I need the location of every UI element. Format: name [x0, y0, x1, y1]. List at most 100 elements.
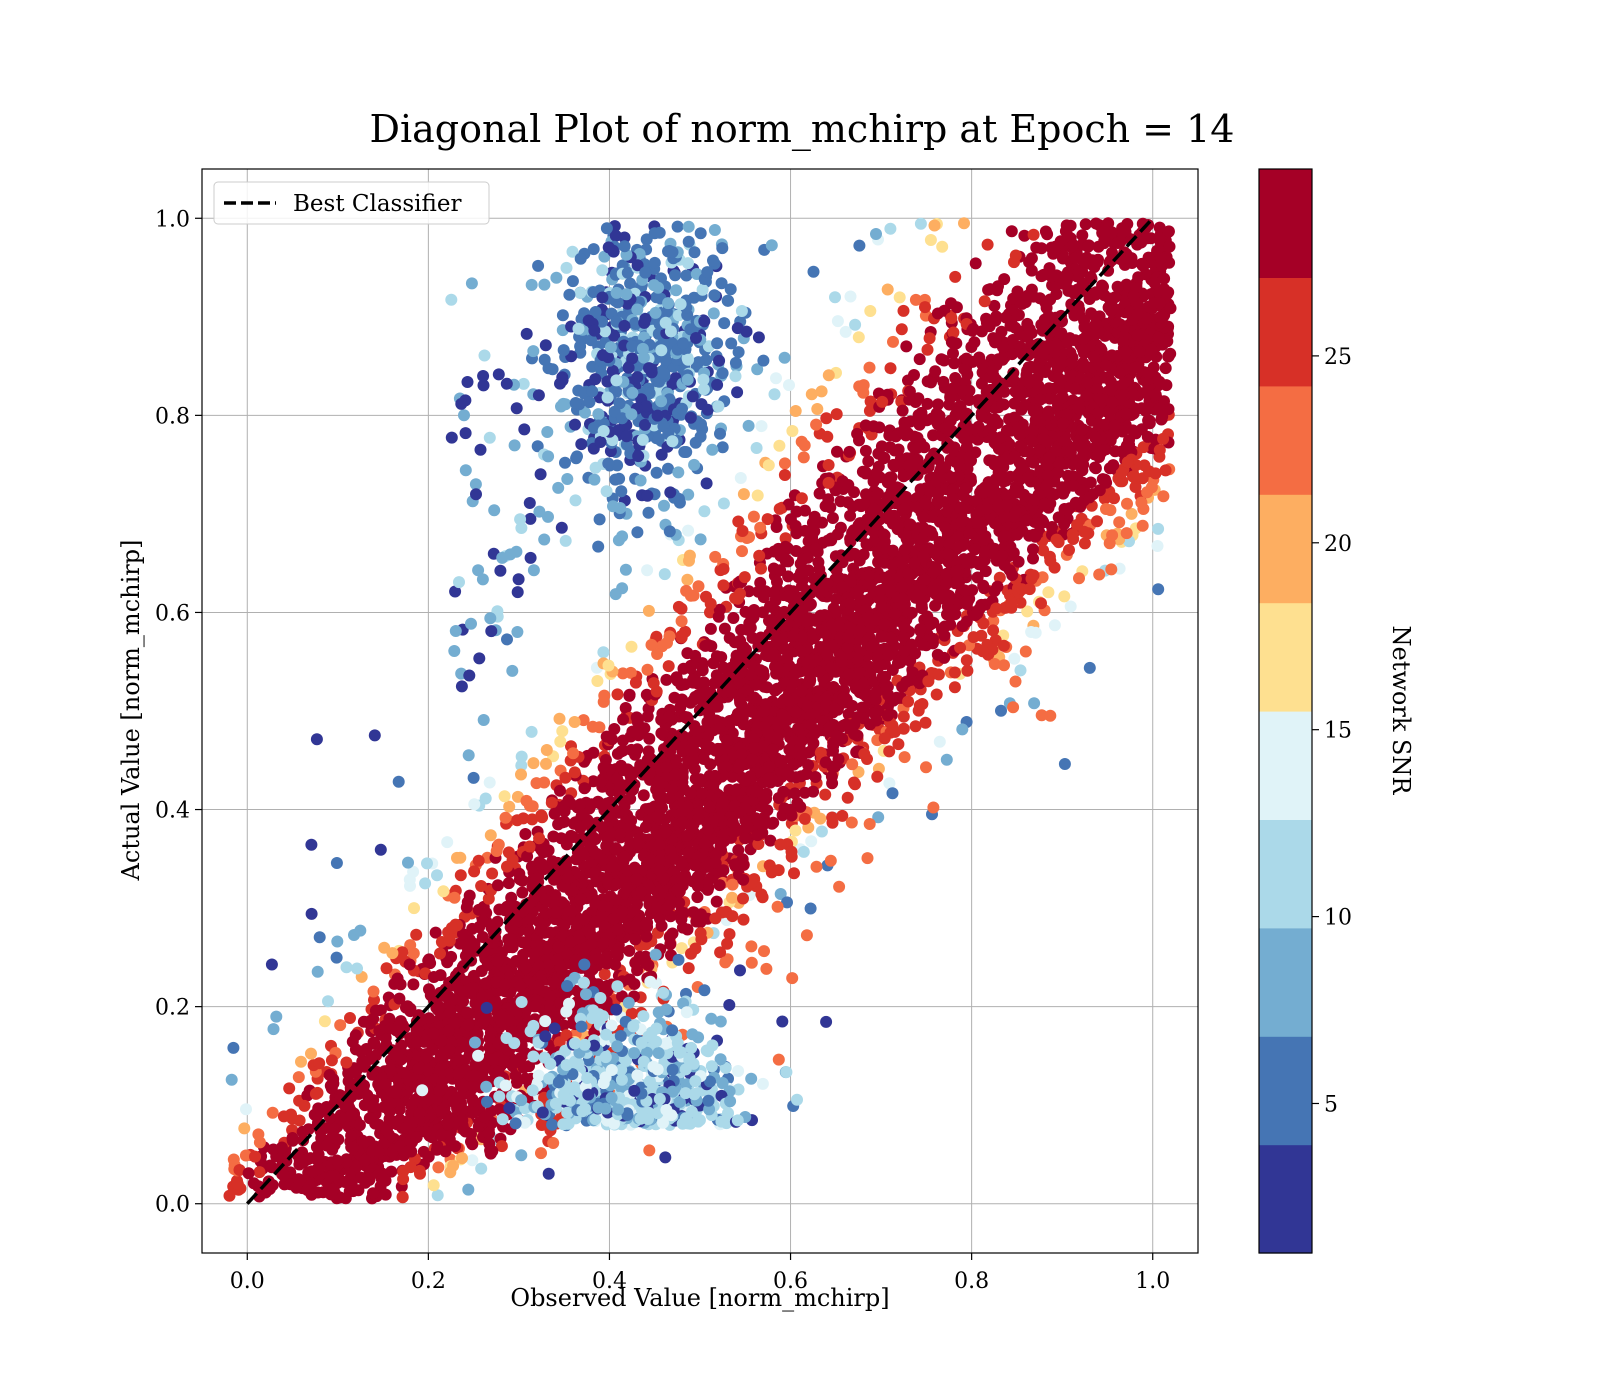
scatter-point	[926, 412, 939, 425]
scatter-point	[298, 1099, 311, 1112]
scatter-point	[431, 1189, 444, 1202]
scatter-point	[988, 458, 1001, 471]
scatter-point	[486, 867, 499, 880]
scatter-point	[490, 845, 503, 857]
scatter-point	[810, 418, 823, 431]
scatter-point	[312, 1102, 325, 1115]
scatter-point	[368, 1037, 381, 1050]
scatter-point	[477, 714, 490, 726]
scatter-point	[325, 1054, 338, 1067]
scatter-point	[651, 810, 664, 823]
scatter-point	[1008, 652, 1021, 665]
scatter-point	[958, 363, 971, 376]
scatter-point	[682, 488, 695, 501]
scatter-point	[900, 340, 913, 353]
scatter-point	[1054, 235, 1067, 248]
scatter-point	[1148, 276, 1161, 289]
scatter-point	[312, 1186, 324, 1199]
scatter-point	[1021, 605, 1034, 618]
scatter-point	[624, 792, 637, 805]
scatter-point	[602, 659, 615, 672]
scatter-point	[981, 238, 994, 251]
scatter-point	[1076, 229, 1089, 242]
scatter-point	[921, 397, 934, 410]
scatter-point	[960, 654, 973, 667]
scatter-point	[689, 649, 702, 662]
scatter-point	[349, 1029, 362, 1042]
scatter-point	[887, 335, 899, 348]
scatter-point	[859, 444, 872, 457]
scatter-point	[694, 773, 707, 786]
scatter-point	[1028, 697, 1041, 710]
scatter-point	[662, 660, 675, 673]
scatter-point	[969, 257, 982, 270]
scatter-point	[394, 978, 407, 991]
scatter-point	[384, 1022, 397, 1035]
scatter-point	[502, 846, 515, 859]
scatter-point	[913, 353, 926, 366]
scatter-point	[410, 928, 423, 941]
scatter-point	[709, 550, 722, 563]
scatter-point	[631, 743, 644, 756]
scatter-point	[1152, 583, 1165, 596]
scatter-point	[946, 492, 959, 505]
scatter-point	[734, 964, 746, 977]
scatter-point	[832, 620, 845, 632]
scatter-point	[328, 1169, 340, 1182]
scatter-point	[1022, 376, 1035, 389]
scatter-point	[754, 664, 767, 677]
scatter-point	[751, 489, 764, 502]
scatter-point	[613, 828, 626, 841]
scatter-point	[483, 776, 496, 789]
scatter-point	[755, 420, 768, 433]
scatter-point	[240, 1103, 252, 1116]
scatter-point	[829, 550, 842, 563]
chart-title: Diagonal Plot of norm_mchirp at Epoch = …	[370, 107, 1235, 152]
scatter-point	[419, 877, 432, 890]
scatter-point	[1098, 225, 1111, 238]
scatter-point	[431, 1003, 444, 1016]
scatter-point	[745, 940, 758, 953]
scatter-point	[1111, 280, 1124, 293]
scatter-point	[886, 544, 899, 557]
scatter-point	[550, 906, 563, 919]
scatter-point	[675, 615, 688, 628]
scatter-point	[468, 937, 481, 950]
scatter-point	[704, 622, 717, 635]
scatter-point	[1159, 362, 1172, 375]
scatter-point	[423, 953, 436, 966]
scatter-point	[361, 1089, 374, 1102]
scatter-point	[655, 727, 668, 740]
scatter-point	[249, 1150, 261, 1163]
scatter-point	[499, 978, 511, 991]
scatter-point	[625, 814, 638, 827]
scatter-point	[451, 851, 463, 864]
scatter-point	[914, 217, 927, 230]
scatter-point	[292, 1071, 305, 1084]
scatter-point	[864, 395, 877, 408]
scatter-point	[554, 735, 567, 748]
scatter-point	[797, 845, 810, 858]
scatter-point	[468, 798, 481, 811]
scatter-point	[313, 1057, 326, 1070]
scatter-point	[548, 807, 561, 820]
scatter-point	[270, 1010, 283, 1023]
scatter-point	[935, 353, 948, 366]
scatter-point	[753, 549, 766, 562]
scatter-point	[660, 761, 673, 774]
scatter-point	[844, 290, 857, 303]
scatter-point	[453, 937, 466, 950]
scatter-point	[830, 593, 843, 606]
scatter-point	[757, 354, 770, 367]
scatter-point	[1058, 758, 1071, 770]
scatter-point	[334, 1019, 347, 1032]
scatter-point	[506, 664, 519, 677]
scatter-point	[873, 421, 886, 434]
scatter-point	[1127, 290, 1140, 303]
scatter-point	[1051, 363, 1064, 376]
scatter-point	[782, 590, 795, 603]
scatter-point	[967, 322, 980, 335]
scatter-point	[606, 860, 619, 873]
scatter-point	[1143, 417, 1156, 430]
